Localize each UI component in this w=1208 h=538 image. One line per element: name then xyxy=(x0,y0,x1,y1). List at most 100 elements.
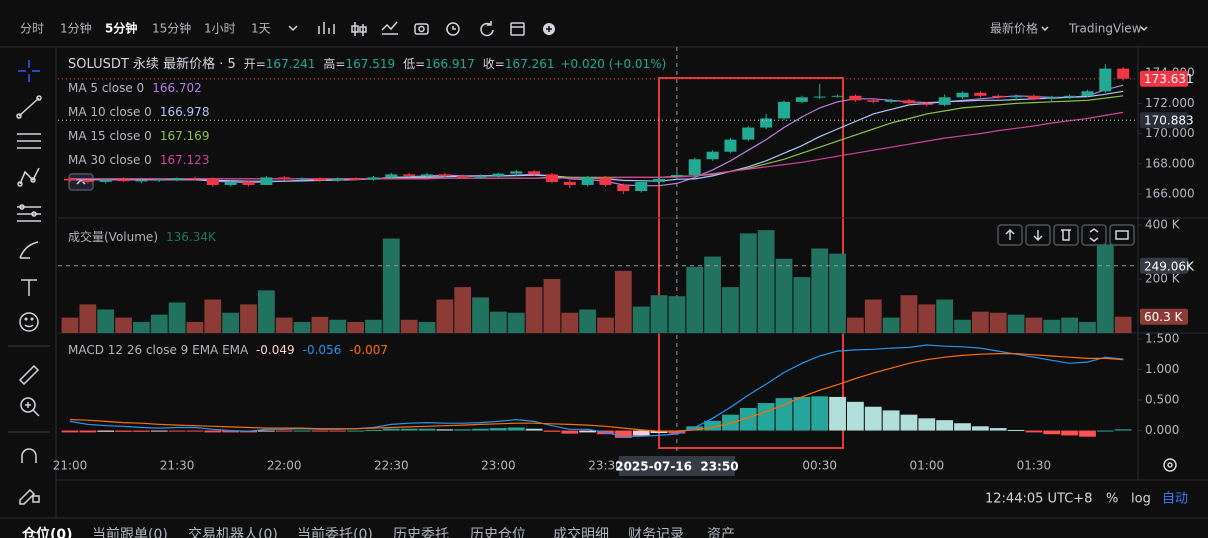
bottom-tab[interactable]: 当前委托(0) xyxy=(297,526,373,538)
candle-body xyxy=(1099,68,1112,92)
macd-histogram-bar xyxy=(1025,430,1043,433)
crosshair-time: 2025-07-16 23:50 xyxy=(615,460,738,474)
candle-body xyxy=(617,184,630,192)
volume-value: 136.34K xyxy=(166,230,217,244)
candle-body xyxy=(403,174,416,176)
bottom-tab[interactable]: 历史委托 xyxy=(393,527,449,538)
macd-histogram-bar xyxy=(507,427,525,431)
price-label-box xyxy=(1140,112,1188,129)
candle-body xyxy=(224,181,237,185)
legend-title: SOLUSDT 永续 最新价格 · 5 开=167.241 高=167.519 低=1… xyxy=(68,56,666,72)
percent-toggle[interactable]: % xyxy=(1106,492,1118,507)
volume-bar xyxy=(900,295,918,333)
macd-histogram-bar xyxy=(739,407,757,431)
macd-histogram-bar xyxy=(150,430,168,432)
macd-line-value: -0.007 xyxy=(349,343,388,357)
y-tick-label: 168.000 xyxy=(1145,156,1195,170)
volume-bar xyxy=(597,317,614,333)
auto-toggle[interactable]: 自动 xyxy=(1162,492,1188,507)
ma-value: 167.169 xyxy=(160,129,210,143)
bottom-tab[interactable]: 成交明细 xyxy=(553,526,609,538)
candle-body xyxy=(813,96,826,98)
volume-bar xyxy=(757,230,775,333)
macd-histogram-bar xyxy=(579,430,597,433)
bottom-tab[interactable]: 财务记录 xyxy=(628,527,684,538)
macd-histogram-bar xyxy=(97,430,115,432)
candle-body xyxy=(938,97,951,105)
macd-histogram-bar xyxy=(900,414,918,431)
volume-bar xyxy=(1114,316,1132,333)
price-label-box xyxy=(1140,70,1188,87)
macd-histogram-bar xyxy=(1061,430,1078,436)
interval-tab[interactable]: 1分钟 xyxy=(60,21,92,36)
volume-bar xyxy=(650,295,668,333)
macd-histogram-bar xyxy=(400,428,418,431)
x-tick-label: 01:00 xyxy=(910,459,945,473)
candle-body xyxy=(1081,91,1094,96)
volume-bar xyxy=(133,321,150,333)
volume-bar xyxy=(186,321,204,333)
bottom-tab[interactable]: 仓位(0) xyxy=(21,526,73,538)
macd-histogram-bar xyxy=(222,430,240,433)
macd-histogram-bar xyxy=(347,430,364,432)
bottom-tab[interactable]: 当前跟单(0) xyxy=(92,526,168,538)
candle-body xyxy=(563,181,576,185)
volume-bar xyxy=(704,256,721,333)
interval-tab[interactable]: 5分钟 xyxy=(105,21,137,36)
interval-tab[interactable]: 分时 xyxy=(20,22,44,36)
bottom-tab[interactable]: 历史仓位 xyxy=(470,527,526,538)
volume-bar xyxy=(472,297,489,333)
macd-histogram-bar xyxy=(1007,429,1025,431)
candle-body xyxy=(171,178,184,180)
volume-bar xyxy=(293,321,311,333)
volume-legend: 成交量(Volume) 136.34K xyxy=(68,229,217,244)
macd-histogram-bar xyxy=(1096,430,1114,432)
volume-bar xyxy=(561,312,579,333)
candle-body xyxy=(528,171,541,175)
interval-tab[interactable]: 1天 xyxy=(251,22,271,36)
macd-histogram-bar xyxy=(382,428,400,431)
volume-bar xyxy=(632,306,650,333)
candle-body xyxy=(653,178,666,182)
macd-histogram-bar xyxy=(954,423,971,431)
toolbar-icons[interactable] xyxy=(288,21,1148,37)
volume-bar xyxy=(1025,317,1043,333)
bottom-tab[interactable]: 交易机器人(0) xyxy=(188,526,278,538)
platform-select[interactable]: TradingView xyxy=(1068,22,1142,36)
macd-histogram-bar xyxy=(971,426,989,431)
ohlc-value: 167.519 xyxy=(345,57,395,71)
price-label-box xyxy=(1140,308,1188,325)
price-label: 173.631 xyxy=(1144,72,1194,86)
volume-bar xyxy=(954,319,971,333)
volume-bar xyxy=(775,258,793,333)
volume-bar xyxy=(347,321,364,333)
macd-histogram-bar xyxy=(811,396,829,431)
drawing-tools[interactable] xyxy=(8,60,50,505)
volume-bar xyxy=(97,309,115,333)
bottom-tab[interactable]: 资产 xyxy=(707,527,735,538)
candle-body xyxy=(81,180,94,182)
interval-tab[interactable]: 1小时 xyxy=(204,22,236,36)
x-tick-label: 00:30 xyxy=(802,459,837,473)
log-toggle[interactable]: log xyxy=(1131,492,1151,507)
y-tick-label: 1.500 xyxy=(1145,331,1179,345)
interval-tab[interactable]: 15分钟 xyxy=(152,21,191,36)
volume-bar xyxy=(418,321,436,333)
macd-line-value: -0.056 xyxy=(303,343,342,357)
volume-bar xyxy=(614,270,632,333)
macd-histogram-bar xyxy=(311,430,329,432)
macd-line xyxy=(69,344,1124,438)
candle-body xyxy=(260,177,273,185)
macd-histogram-bar xyxy=(204,430,222,433)
volume-bar xyxy=(847,317,864,333)
volume-bar xyxy=(382,238,400,333)
candle-body xyxy=(510,171,523,174)
macd-histogram-bar xyxy=(775,398,793,431)
macd-histogram-bar xyxy=(1079,430,1096,437)
candle-body xyxy=(670,174,683,176)
ma-legend: MA 10 close 0 166.978 xyxy=(68,105,209,119)
price-type-select[interactable]: 最新价格 xyxy=(990,21,1038,36)
macd-histogram-bar xyxy=(168,430,186,432)
volume-bar xyxy=(668,296,686,333)
volume-bar xyxy=(971,311,989,333)
